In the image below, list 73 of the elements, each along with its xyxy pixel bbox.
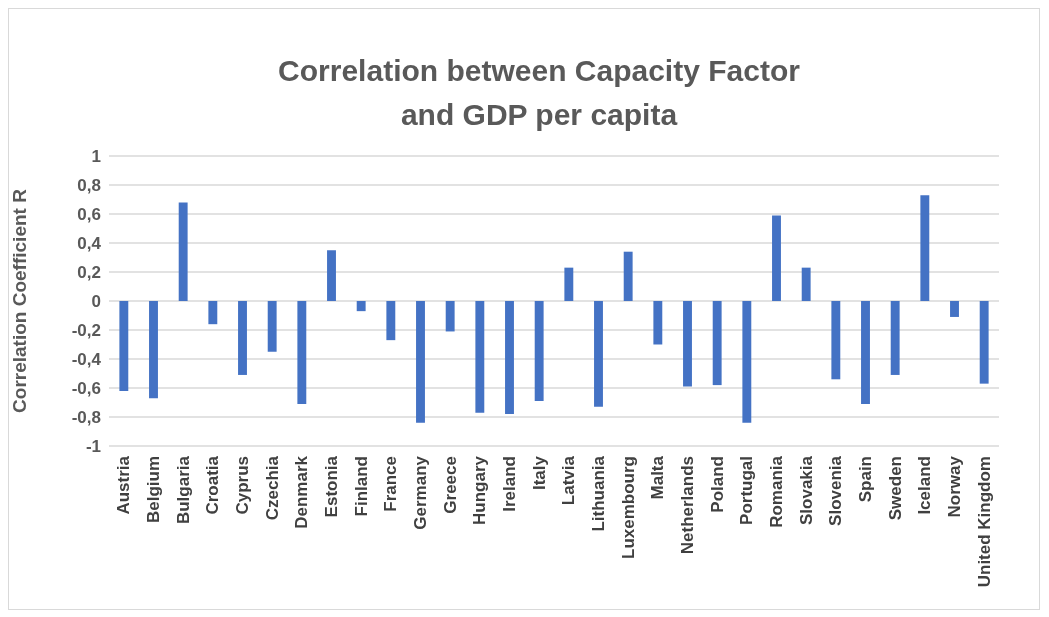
- x-tick-label: Poland: [707, 456, 727, 513]
- x-tick-label: Belgium: [144, 456, 163, 524]
- bar: [208, 301, 218, 325]
- bar: [475, 301, 485, 413]
- bar: [564, 267, 574, 301]
- x-tick-label: Romania: [767, 455, 786, 528]
- bar: [149, 301, 158, 399]
- x-tick-label: Iceland: [915, 456, 935, 515]
- bar: [653, 301, 663, 345]
- y-tick-label: 0,2: [77, 263, 101, 283]
- x-tick-label: Slovenia: [826, 455, 846, 526]
- y-tick-label: 0,8: [77, 176, 101, 196]
- bar: [950, 301, 959, 317]
- bar: [505, 301, 514, 415]
- bar: [623, 251, 633, 301]
- y-tick-label: 0,4: [77, 234, 102, 254]
- bar: [742, 301, 752, 423]
- y-tick-label: 0,6: [77, 205, 101, 225]
- y-tick-label: 0: [91, 292, 101, 312]
- x-tick-label: France: [381, 456, 401, 512]
- bar: [979, 301, 989, 384]
- bar: [416, 301, 425, 423]
- x-tick-label: Ireland: [500, 456, 519, 512]
- bar: [772, 215, 781, 301]
- bar: [890, 301, 900, 375]
- x-tick-label: Austria: [114, 455, 134, 515]
- bar: [831, 301, 841, 380]
- x-tick-label: Cyprus: [233, 456, 252, 515]
- x-tick-label: Lithuania: [589, 455, 608, 532]
- x-tick-label: Estonia: [322, 455, 341, 518]
- bar: [297, 301, 307, 404]
- bar: [534, 301, 544, 402]
- x-tick-label: Bulgaria: [173, 455, 193, 525]
- x-tick-label: Czechia: [262, 455, 282, 521]
- bar: [327, 250, 336, 301]
- x-tick-label: Slovakia: [796, 455, 816, 525]
- bar: [861, 301, 870, 404]
- x-tick-label: Portugal: [737, 456, 757, 525]
- bar: [356, 301, 366, 312]
- y-tick-label: -0,6: [71, 379, 101, 399]
- y-tick-label: -1: [85, 437, 101, 457]
- bar: [267, 301, 277, 352]
- y-tick-label: 1: [91, 147, 101, 167]
- x-tick-label: Latvia: [559, 455, 579, 506]
- bar: [594, 301, 603, 407]
- bar: [801, 267, 811, 301]
- y-tick-label: -0,4: [71, 350, 102, 370]
- x-tick-label: United Kingdom: [974, 456, 994, 588]
- x-tick-label: Finland: [351, 456, 371, 517]
- chart-title: Correlation between Capacity Factor and GDP per capita: [277, 53, 801, 133]
- x-tick-label: Germany: [411, 455, 430, 530]
- y-tick-label: -0,8: [71, 408, 101, 428]
- bar: [920, 195, 930, 301]
- x-tick-label: Netherlands: [678, 456, 697, 555]
- bar: [683, 301, 692, 387]
- bar: [712, 301, 722, 386]
- x-tick-label: Luxembourg: [618, 456, 638, 559]
- x-tick-label: Spain: [856, 456, 875, 503]
- x-tick-label: Greece: [440, 456, 460, 514]
- x-tick-label: Italy: [529, 455, 549, 491]
- bar: [445, 301, 455, 332]
- x-tick-label: Denmark: [292, 455, 312, 529]
- x-tick-label: Norway: [945, 455, 964, 518]
- bar: [119, 301, 129, 391]
- y-axis-title: Correlation Coefficient R: [8, 188, 30, 413]
- bar: [178, 202, 188, 301]
- y-tick-label: -0,2: [71, 321, 101, 341]
- x-tick-label: Hungary: [470, 455, 490, 525]
- x-tick-label: Malta: [648, 455, 668, 500]
- x-tick-label: Sweden: [885, 456, 905, 521]
- bar: [386, 301, 396, 341]
- x-tick-label: Croatia: [203, 455, 223, 515]
- bar: [238, 301, 247, 375]
